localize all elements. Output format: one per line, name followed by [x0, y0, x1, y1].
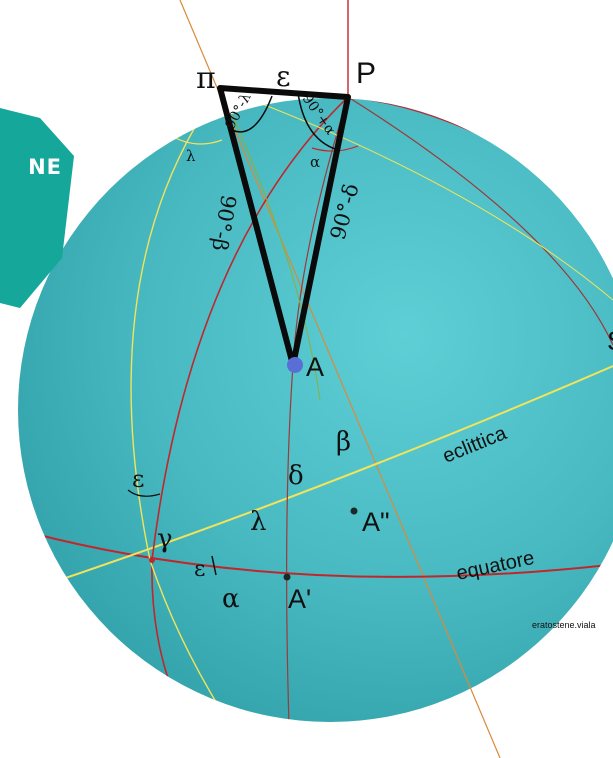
position-triangle	[217, 85, 351, 368]
meridian-gamma	[151, 98, 349, 721]
label-S-partial: S	[607, 326, 613, 356]
label-gamma: γ	[157, 524, 173, 554]
watermark: eratostene.viala	[532, 620, 596, 630]
epsilon-left-angle-arc	[127, 489, 161, 497]
point-A-prime	[283, 573, 291, 581]
label-A-prime: A'	[288, 584, 311, 614]
angle-90-minus-lambda-arc	[231, 95, 273, 133]
label-alpha: α	[222, 584, 240, 614]
ecliptic-pole-axis-inner	[179, 98, 501, 722]
label-alpha-small: α	[310, 153, 320, 171]
label-pi: π	[196, 61, 216, 96]
point-A-double-prime	[350, 507, 358, 515]
label-lambda-small: λ	[186, 147, 196, 165]
label-A: A	[306, 352, 324, 382]
label-lambda: λ	[250, 507, 266, 537]
corner-badge	[0, 108, 74, 308]
ecliptic-meridian-right	[219, 98, 613, 301]
label-beta: β	[336, 427, 351, 457]
meridian-right	[347, 98, 613, 346]
label-P: P	[356, 57, 376, 90]
label-epsilon-left: ε	[132, 465, 144, 493]
badge-text: NE	[28, 155, 62, 179]
ecliptic-meridian-gamma	[130, 98, 241, 722]
label-delta: δ	[288, 461, 304, 491]
point-gamma	[149, 557, 155, 563]
celestial-equator	[19, 529, 613, 578]
label-A-double-prime: A"	[362, 507, 390, 537]
epsilon-gamma-tick	[211, 555, 217, 576]
ecliptic	[29, 349, 613, 591]
label-epsilon-gamma: ε	[194, 557, 205, 582]
angle-90-plus-alpha-arc	[297, 92, 339, 151]
point-A	[287, 357, 303, 373]
label-epsilon-top: ε	[276, 60, 291, 93]
hour-circle-A	[286, 98, 349, 722]
celestial-sphere	[18, 98, 613, 722]
latitude-circle-A	[219, 98, 321, 401]
